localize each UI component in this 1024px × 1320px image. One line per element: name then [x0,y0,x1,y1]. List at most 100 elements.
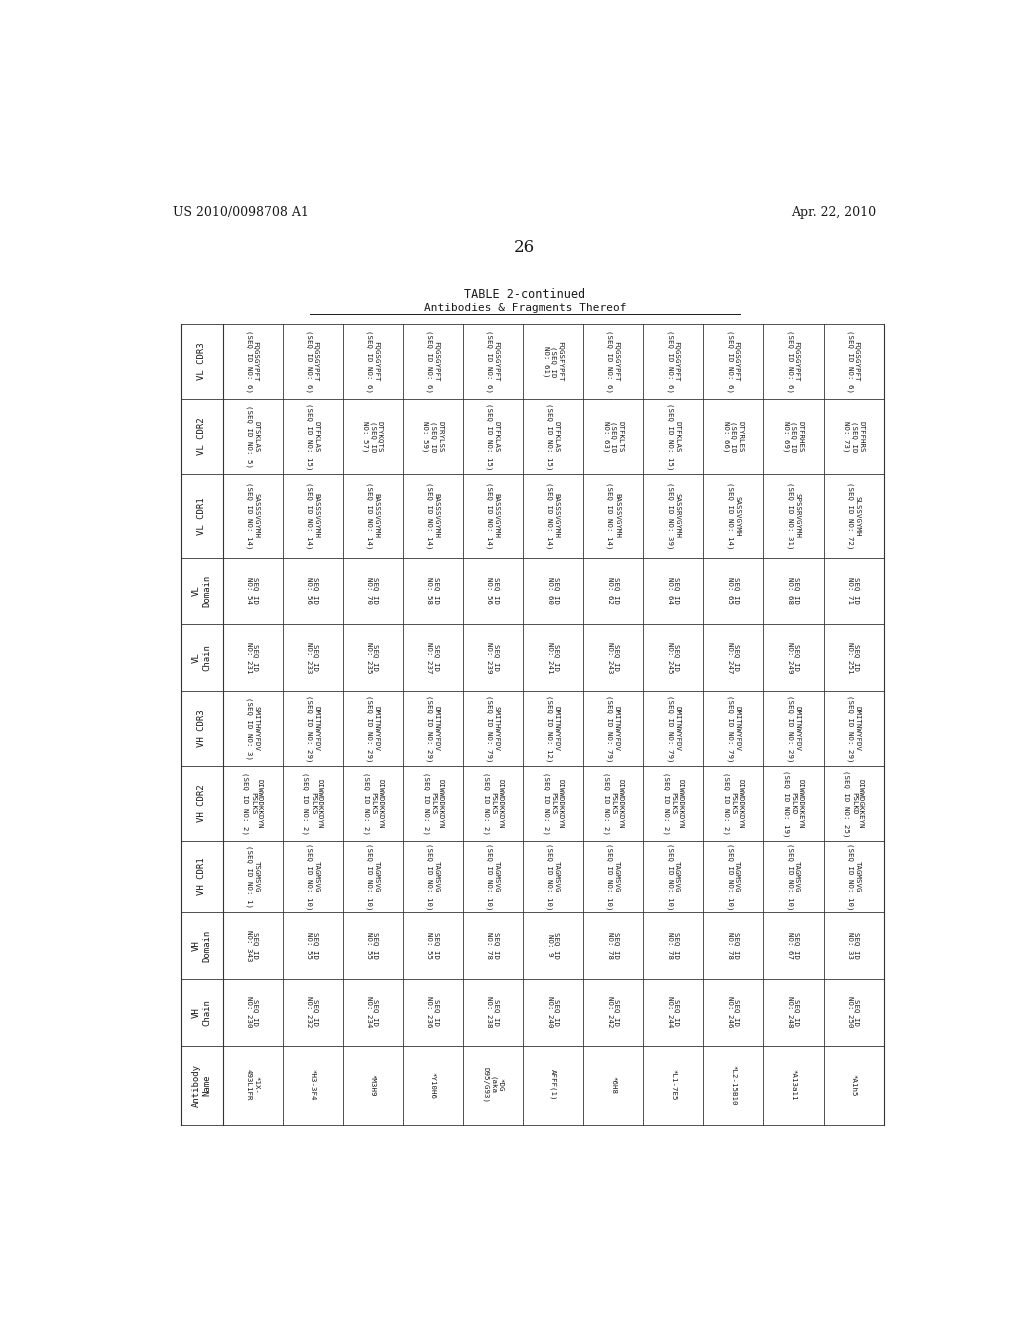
Text: 26: 26 [514,239,536,256]
Text: DMITNWYFDV
(SEQ ID NO: 29): DMITNWYFDV (SEQ ID NO: 29) [426,694,439,762]
Text: SEQ ID
NO: 245: SEQ ID NO: 245 [667,642,680,673]
Text: SEQ ID
NO: 54: SEQ ID NO: 54 [246,577,259,605]
Text: FQGSGYPFT
(SEQ ID NO: 6): FQGSGYPFT (SEQ ID NO: 6) [306,330,319,393]
Text: BASSSVGYMH
(SEQ ID NO: 14): BASSSVGYMH (SEQ ID NO: 14) [366,482,380,549]
Text: DIWWDDKKDYN
PSLKS
(SEQ ID NO: 2): DIWWDDKKDYN PSLKS (SEQ ID NO: 2) [663,772,684,836]
Text: SEQ ID
NO: 78: SEQ ID NO: 78 [727,932,740,958]
Text: SEQ ID
NO: 78: SEQ ID NO: 78 [486,932,500,958]
Text: SEQ ID
NO: 232: SEQ ID NO: 232 [306,997,319,1028]
Text: *DG
(aka
D95/G93): *DG (aka D95/G93) [482,1067,504,1104]
Text: SEQ ID
NO: 233: SEQ ID NO: 233 [306,642,319,673]
Text: BASSSVGYMH
(SEQ ID NO: 14): BASSSVGYMH (SEQ ID NO: 14) [547,482,560,549]
Text: VL
Domain: VL Domain [191,574,211,607]
Text: SEQ ID
NO: 235: SEQ ID NO: 235 [367,642,379,673]
Text: AFFF(1): AFFF(1) [550,1069,556,1101]
Text: FQGSGYPFT
(SEQ ID NO: 6): FQGSGYPFT (SEQ ID NO: 6) [847,330,860,393]
Text: TAGMSVG
(SEQ ID NO: 10): TAGMSVG (SEQ ID NO: 10) [606,843,620,911]
Text: FQGSGYPFT
(SEQ ID NO: 6): FQGSGYPFT (SEQ ID NO: 6) [426,330,439,393]
Text: SEQ ID
NO: 246: SEQ ID NO: 246 [727,997,740,1028]
Text: *A13a11: *A13a11 [791,1069,797,1101]
Text: DIWWDDKKDYN
PSLKS
(SEQ ID NO: 2): DIWWDDKKDYN PSLKS (SEQ ID NO: 2) [543,772,563,836]
Text: FQGSGYPFT
(SEQ ID NO: 6): FQGSGYPFT (SEQ ID NO: 6) [786,330,800,393]
Text: SEQ ID
NO: 248: SEQ ID NO: 248 [787,997,800,1028]
Text: TAGMSVG
(SEQ ID NO: 10): TAGMSVG (SEQ ID NO: 10) [547,843,560,911]
Text: SEQ ID
NO: 55: SEQ ID NO: 55 [426,932,439,958]
Text: SEQ ID
NO: 60: SEQ ID NO: 60 [547,577,559,605]
Text: TAGMSVG
(SEQ ID NO: 10): TAGMSVG (SEQ ID NO: 10) [426,843,439,911]
Text: VL CDR1: VL CDR1 [198,498,206,535]
Text: DIWWDGKKEYN
PSLKD
(SEQ ID NO: 25): DIWWDGKKEYN PSLKD (SEQ ID NO: 25) [844,770,864,837]
Text: DIWWDDKKDYN
PSLKS
(SEQ ID NO: 2): DIWWDDKKDYN PSLKS (SEQ ID NO: 2) [423,772,443,836]
Text: DMITNWYFDV
(SEQ ID NO: 79): DMITNWYFDV (SEQ ID NO: 79) [727,694,740,762]
Text: SEQ ID
NO: 244: SEQ ID NO: 244 [667,997,680,1028]
Text: SEQ ID
NO: 70: SEQ ID NO: 70 [367,577,379,605]
Text: *L1-7E5: *L1-7E5 [671,1069,676,1101]
Text: DMITNWYFDV
(SEQ ID NO: 29): DMITNWYFDV (SEQ ID NO: 29) [847,694,860,762]
Text: SASSRVGYMH
(SEQ ID NO: 39): SASSRVGYMH (SEQ ID NO: 39) [667,482,680,549]
Text: SEQ ID
NO: 249: SEQ ID NO: 249 [787,642,800,673]
Text: *M3H9: *M3H9 [370,1074,376,1097]
Text: VH CDR3: VH CDR3 [198,710,206,747]
Text: SEQ ID
NO: 230: SEQ ID NO: 230 [246,997,259,1028]
Text: DMITNWYFDV
(SEQ ID NO: 29): DMITNWYFDV (SEQ ID NO: 29) [786,694,800,762]
Text: VH CDR2: VH CDR2 [198,785,206,822]
Text: FQGSFYPFT
(SEQ ID
NO: 61): FQGSFYPFT (SEQ ID NO: 61) [543,342,563,381]
Text: SEQ ID
NO: 71: SEQ ID NO: 71 [847,577,860,605]
Text: TSGMSVG
(SEQ ID NO: 1): TSGMSVG (SEQ ID NO: 1) [246,845,259,908]
Text: SEQ ID
NO: 239: SEQ ID NO: 239 [486,642,500,673]
Text: FQGSGYPFT
(SEQ ID NO: 6): FQGSGYPFT (SEQ ID NO: 6) [667,330,680,393]
Text: *A1h5: *A1h5 [851,1074,857,1097]
Text: SEQ ID
NO: 55: SEQ ID NO: 55 [306,932,319,958]
Text: Apr. 22, 2010: Apr. 22, 2010 [792,206,877,219]
Text: TAGMSVG
(SEQ ID NO: 10): TAGMSVG (SEQ ID NO: 10) [847,843,860,911]
Text: SEQ ID
NO: 9: SEQ ID NO: 9 [547,932,559,958]
Text: DTFKLAS
(SEQ ID NO: 15): DTFKLAS (SEQ ID NO: 15) [547,403,560,470]
Text: *L2-15B10: *L2-15B10 [730,1065,736,1105]
Text: TAGMSVG
(SEQ ID NO: 10): TAGMSVG (SEQ ID NO: 10) [727,843,740,911]
Text: VL CDR2: VL CDR2 [198,417,206,455]
Text: BASSSVGYMH
(SEQ ID NO: 14): BASSSVGYMH (SEQ ID NO: 14) [426,482,439,549]
Text: DMITNWYFDV
(SEQ ID NO: 79): DMITNWYFDV (SEQ ID NO: 79) [606,694,620,762]
Text: FQGSGYPFT
(SEQ ID NO: 6): FQGSGYPFT (SEQ ID NO: 6) [366,330,380,393]
Text: DIWWDDKKEYN
PSLKD
(SEQ ID NO: 19): DIWWDDKKEYN PSLKD (SEQ ID NO: 19) [783,770,804,837]
Text: SEQ ID
NO: 78: SEQ ID NO: 78 [606,932,620,958]
Text: DIWWDDKKDYN
PSLKS
(SEQ ID NO: 2): DIWWDDKKDYN PSLKS (SEQ ID NO: 2) [603,772,624,836]
Text: DTFKLAS
(SEQ ID NO: 15): DTFKLAS (SEQ ID NO: 15) [667,403,680,470]
Text: SASSVGYMH
(SEQ ID NO: 14): SASSVGYMH (SEQ ID NO: 14) [727,482,740,549]
Text: DTYKQTS
(SEQ ID
NO: 57): DTYKQTS (SEQ ID NO: 57) [362,421,383,453]
Text: SEQ ID
NO: 56: SEQ ID NO: 56 [306,577,319,605]
Text: SEQ ID
NO: 236: SEQ ID NO: 236 [426,997,439,1028]
Text: SMITHWYFDV
(SEQ ID NO: 3): SMITHWYFDV (SEQ ID NO: 3) [246,697,259,760]
Text: SEQ ID
NO: 240: SEQ ID NO: 240 [547,997,559,1028]
Text: SPSSRVGYMH
(SEQ ID NO: 31): SPSSRVGYMH (SEQ ID NO: 31) [786,482,800,549]
Text: TAGMSVG
(SEQ ID NO: 10): TAGMSVG (SEQ ID NO: 10) [366,843,380,911]
Text: DIWWDDKKDYN
PSLKS
(SEQ ID NO: 2): DIWWDDKKDYN PSLKS (SEQ ID NO: 2) [362,772,383,836]
Text: DIWWDDKKDYN
PSLKS
(SEQ ID NO: 2): DIWWDDKKDYN PSLKS (SEQ ID NO: 2) [243,772,263,836]
Text: DMITNWYFDV
(SEQ ID NO: 12): DMITNWYFDV (SEQ ID NO: 12) [547,694,560,762]
Text: SEQ ID
NO: 65: SEQ ID NO: 65 [727,577,740,605]
Text: BASSSVGYMH
(SEQ ID NO: 14): BASSSVGYMH (SEQ ID NO: 14) [606,482,620,549]
Text: VH
Chain: VH Chain [191,999,211,1026]
Text: FQGSGYPFT
(SEQ ID NO: 6): FQGSGYPFT (SEQ ID NO: 6) [486,330,500,393]
Text: DTFKLAS
(SEQ ID NO: 15): DTFKLAS (SEQ ID NO: 15) [486,403,500,470]
Text: SLSSVGYMH
(SEQ ID NO: 72): SLSSVGYMH (SEQ ID NO: 72) [847,482,860,549]
Text: SEQ ID
NO: 234: SEQ ID NO: 234 [367,997,379,1028]
Text: TAGMSVG
(SEQ ID NO: 10): TAGMSVG (SEQ ID NO: 10) [786,843,800,911]
Text: SMITHWYFDV
(SEQ ID NO: 79): SMITHWYFDV (SEQ ID NO: 79) [486,694,500,762]
Text: SEQ ID
NO: 58: SEQ ID NO: 58 [426,577,439,605]
Text: FQGSGYPFT
(SEQ ID NO: 6): FQGSGYPFT (SEQ ID NO: 6) [606,330,620,393]
Text: VH
Domain: VH Domain [191,929,211,961]
Text: SEQ ID
NO: 242: SEQ ID NO: 242 [606,997,620,1028]
Text: SEQ ID
NO: 56: SEQ ID NO: 56 [486,577,500,605]
Text: VL
Chain: VL Chain [191,644,211,671]
Text: FQGSGYPFT
(SEQ ID NO: 6): FQGSGYPFT (SEQ ID NO: 6) [246,330,259,393]
Text: DIWWDDKKDYN
PSLKS
(SEQ ID NO: 2): DIWWDDKKDYN PSLKS (SEQ ID NO: 2) [302,772,323,836]
Text: SEQ ID
NO: 68: SEQ ID NO: 68 [787,577,800,605]
Text: SEQ ID
NO: 250: SEQ ID NO: 250 [847,997,860,1028]
Text: SASSSVGYMH
(SEQ ID NO: 14): SASSSVGYMH (SEQ ID NO: 14) [246,482,259,549]
Text: DTFKLAS
(SEQ ID NO: 15): DTFKLAS (SEQ ID NO: 15) [306,403,319,470]
Text: *H3-3F4: *H3-3F4 [309,1069,315,1101]
Text: SEQ ID
NO: 33: SEQ ID NO: 33 [847,932,860,958]
Text: SEQ ID
NO: 343: SEQ ID NO: 343 [246,929,259,961]
Text: *1X-
493L1FR: *1X- 493L1FR [246,1069,259,1101]
